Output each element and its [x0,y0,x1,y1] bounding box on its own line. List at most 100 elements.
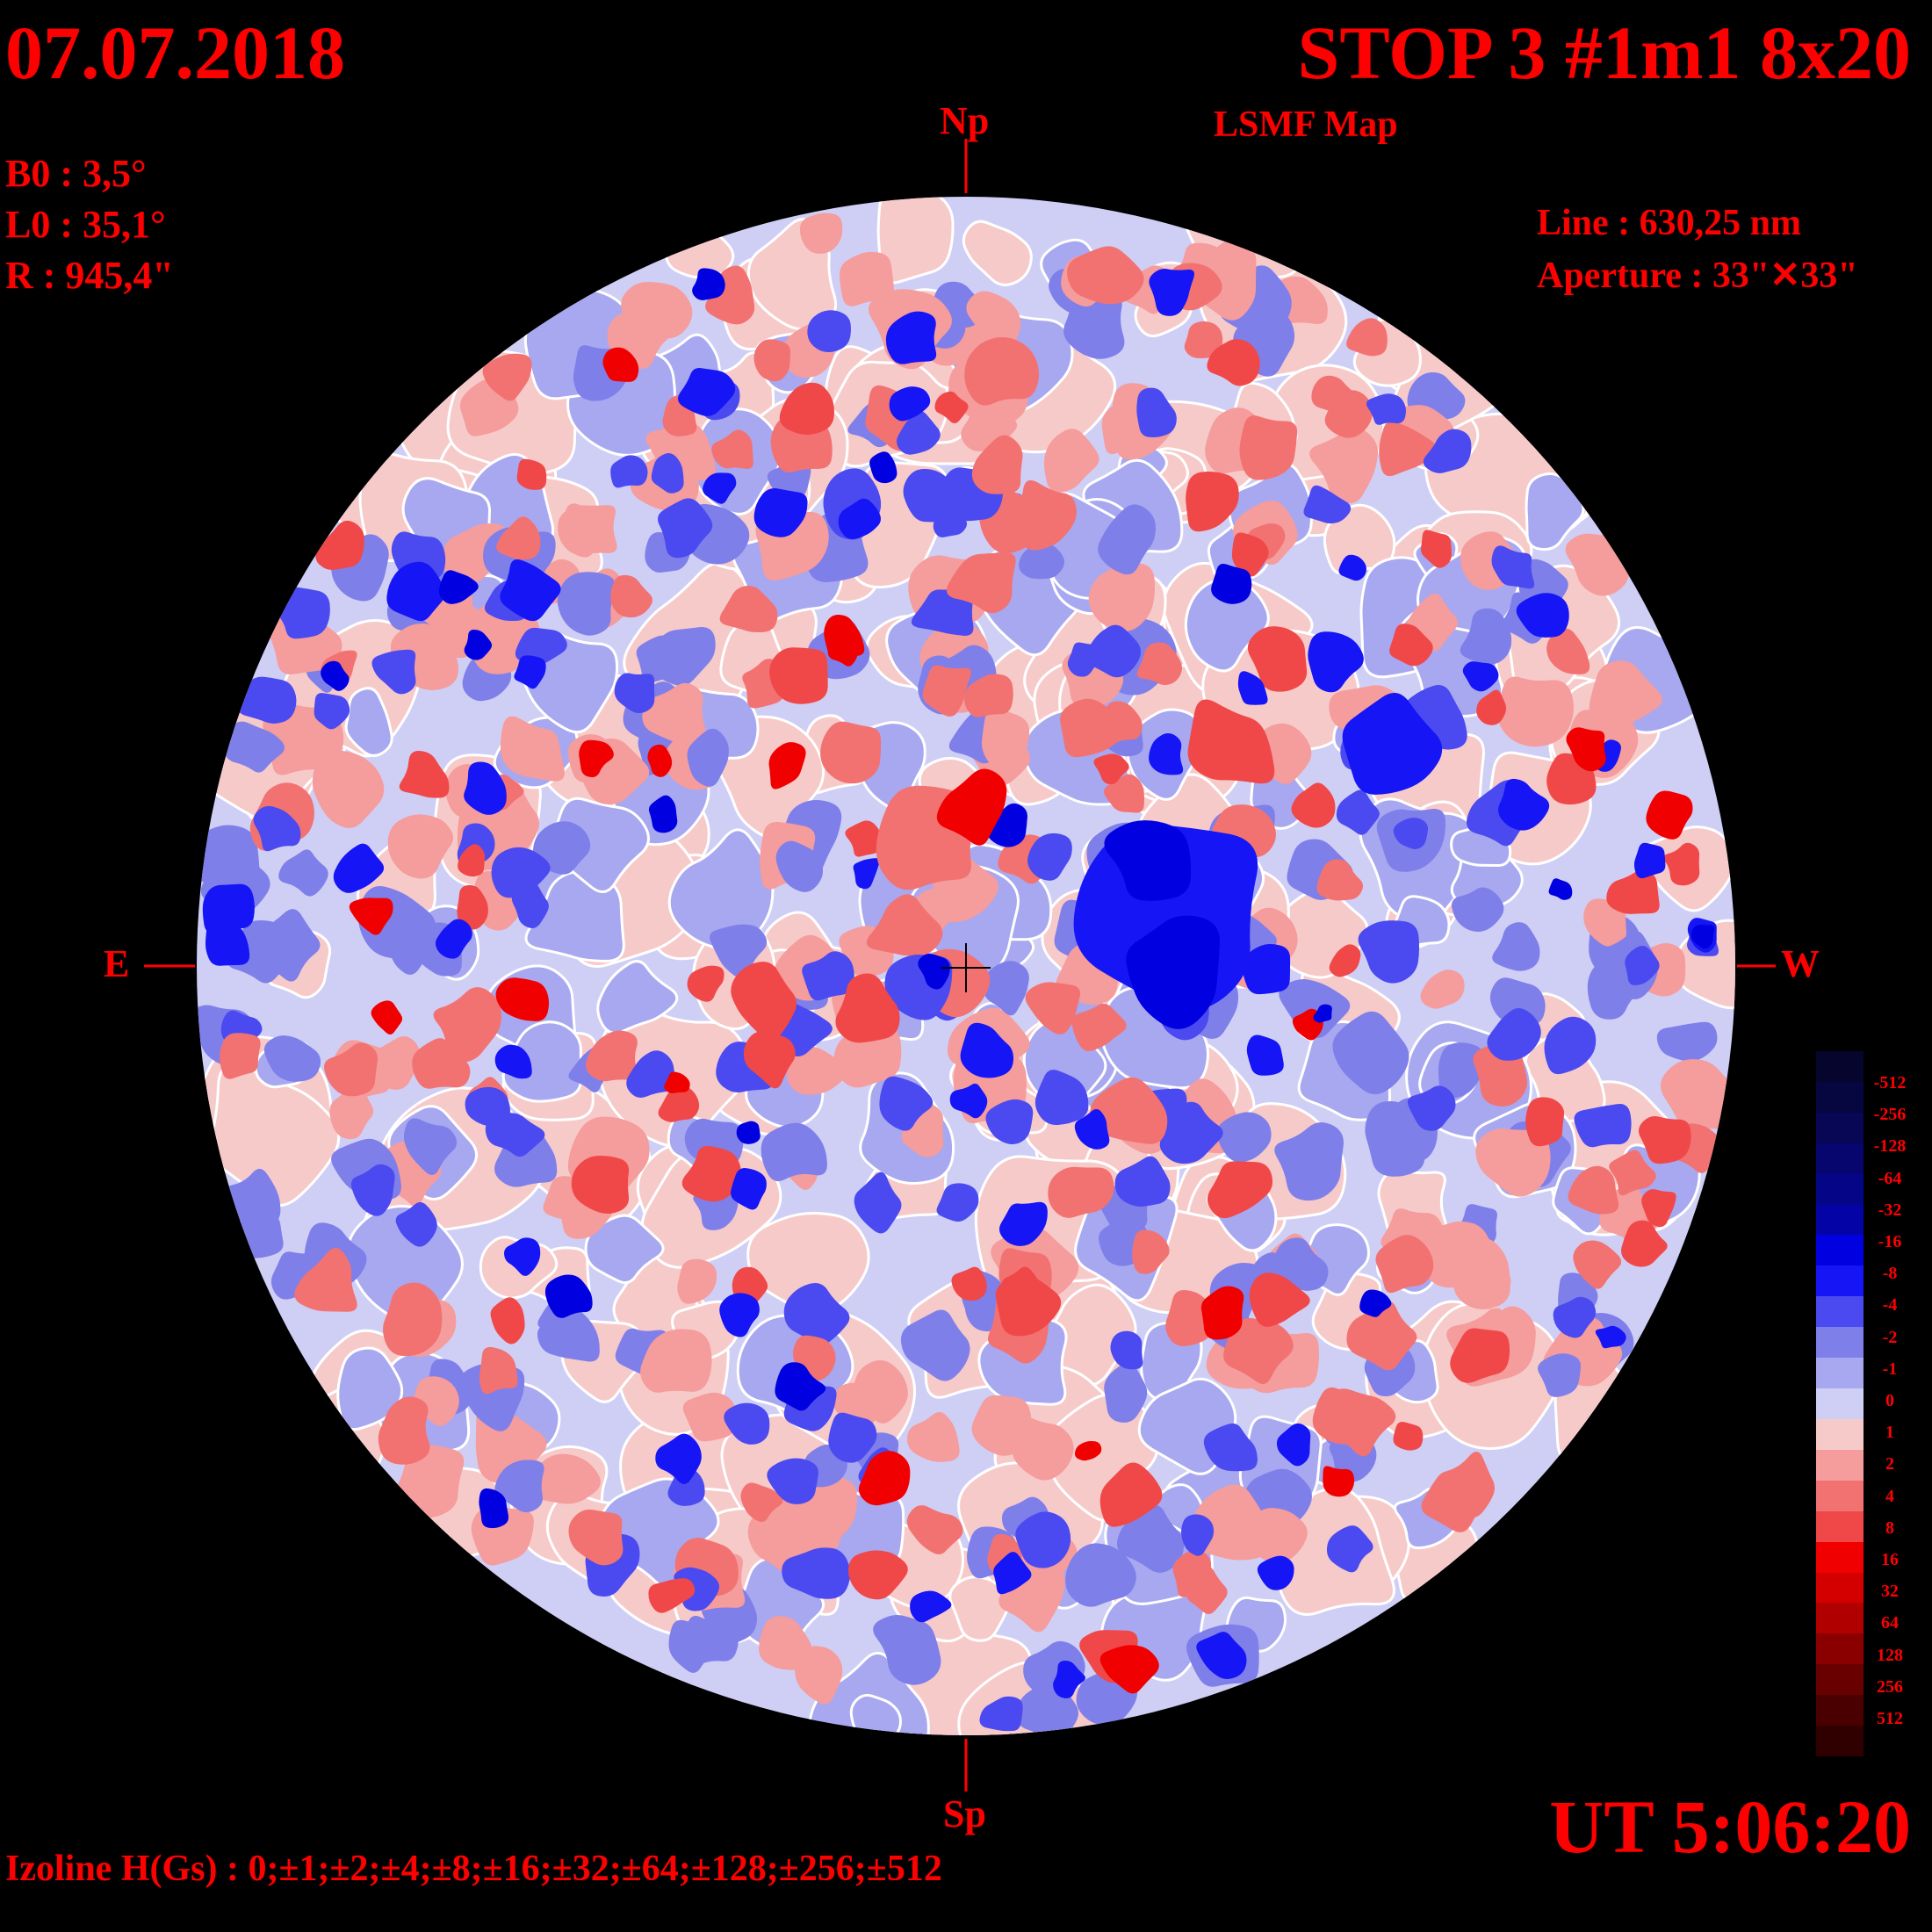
field-region [1136,387,1177,437]
field-region [1223,1317,1294,1385]
field-region [1492,922,1540,971]
field-region [1247,626,1308,692]
field-region [457,884,488,930]
field-region [922,665,971,717]
field-region [824,614,865,659]
field-region [807,310,851,353]
field-region [1231,532,1269,577]
field-region [1110,1330,1143,1370]
field-region [971,435,1023,494]
color-scale-label: 2 [1885,1454,1894,1474]
color-scale-step [1816,1418,1864,1451]
field-region [312,750,385,828]
field-region [876,197,955,285]
field-region [403,1118,458,1176]
color-scale-label: 4 [1885,1486,1894,1506]
field-region [568,1509,624,1566]
field-region [934,391,969,423]
field-region [1491,545,1535,589]
field-region [648,795,678,833]
field-region [1324,390,1373,438]
field-region [682,1392,738,1442]
map-subtitle: LSMF Map [1214,105,1398,145]
field-region [820,721,882,784]
aperture: Aperture : 33"✕33" [1537,256,1858,296]
field-region [490,1297,525,1344]
field-region [736,1121,761,1144]
field-region [640,1329,712,1393]
field-region [1165,1290,1212,1346]
field-region [681,1145,741,1202]
field-region [1375,1235,1434,1294]
field-region [896,411,941,455]
color-scale-step [1816,1449,1864,1481]
color-scale-label: -32 [1878,1200,1902,1220]
field-region [610,455,648,488]
field-region [873,1615,941,1685]
field-region [495,977,550,1021]
field-region [1048,1166,1114,1218]
field-region [205,916,250,966]
field-region [936,1183,979,1222]
color-scale-step [1816,1358,1864,1389]
field-region [494,1044,532,1079]
field-region [1216,1112,1272,1163]
field-region [504,1237,541,1276]
field-region [399,751,450,798]
field-region [371,1000,403,1034]
field-region [223,721,285,773]
field-region [531,1453,601,1504]
field-region [1019,542,1065,580]
field-region [1336,789,1380,835]
field-region [482,353,532,401]
field-region [500,559,561,622]
field-region [724,1402,770,1445]
radius-parameter: R : 945,4" [5,254,174,297]
field-region [1423,429,1472,473]
field-region [1089,1077,1168,1144]
field-region [743,1031,796,1089]
field-region [1249,1272,1310,1327]
field-region [1359,1289,1392,1317]
color-scale-label: 64 [1881,1613,1899,1633]
field-region [333,843,385,893]
field-region [1625,945,1660,985]
field-region [1641,1189,1676,1228]
field-region [1573,1240,1622,1289]
field-region [985,1099,1034,1144]
color-scale-step [1816,1664,1864,1696]
field-region [851,1359,908,1424]
field-region [1346,318,1388,357]
field-region [1606,870,1660,914]
field-region [458,844,486,877]
field-region [1358,920,1420,984]
field-region [1583,898,1626,947]
isoline-legend: Izoline H(Gs) : 0;±1;±2;±4;±8;±16;±32;±6… [5,1849,942,1889]
field-region [753,339,791,382]
field-region [866,894,943,956]
field-region [1656,1021,1718,1062]
field-region [1538,1353,1582,1397]
field-region [719,1293,760,1337]
field-region [1690,924,1715,949]
field-region [344,687,393,757]
color-scale-step [1816,1327,1864,1359]
field-region [464,761,507,815]
field-region [596,960,679,1034]
west-label: W [1781,942,1820,985]
field-region [835,973,900,1043]
field-region [1338,554,1366,581]
field-region [1181,1514,1215,1556]
field-region [779,382,834,436]
field-region [315,520,364,571]
field-region [768,742,806,789]
field-region [544,1274,593,1318]
north-pole-label: Np [940,99,990,142]
field-region [1548,878,1573,900]
field-region [1475,1128,1551,1197]
field-region [1098,504,1157,575]
color-scale-step [1816,1695,1864,1727]
field-region [1342,693,1443,795]
color-scale-label: -64 [1878,1168,1902,1188]
